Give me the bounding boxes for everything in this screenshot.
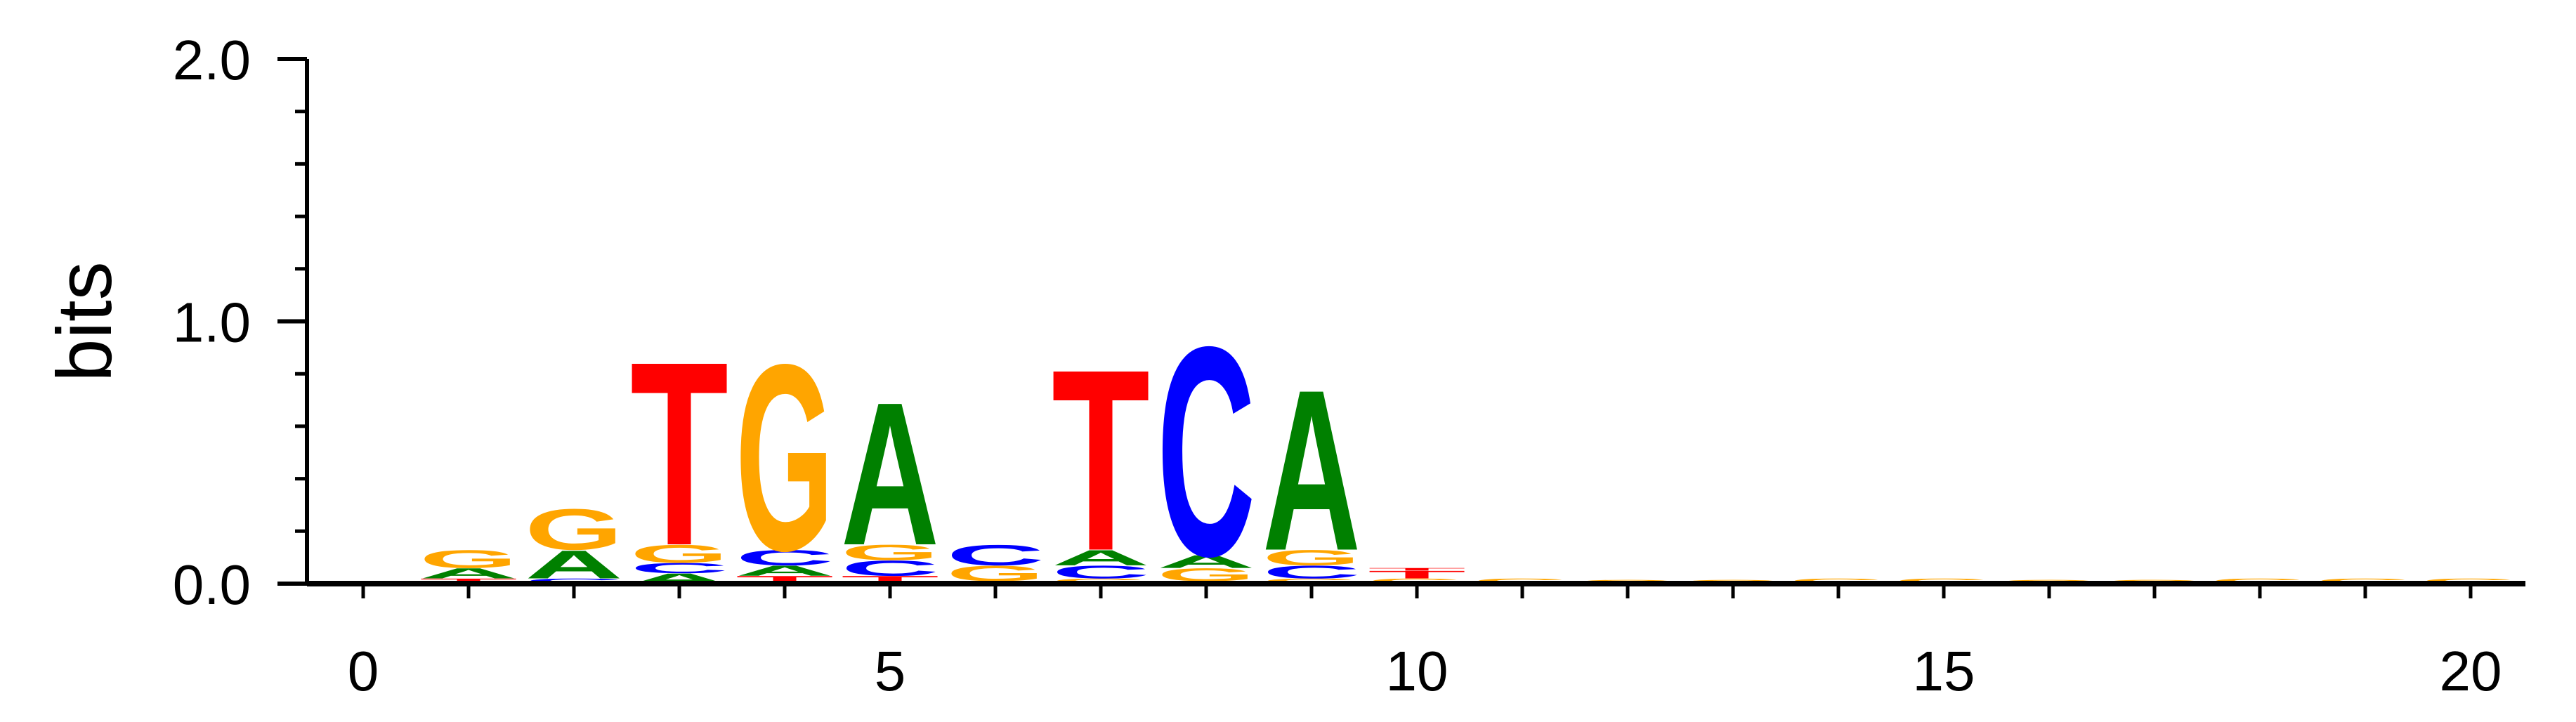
- x-ticks: 0 5 10 15 20: [348, 586, 2502, 702]
- logo-letter-g: G: [419, 545, 518, 574]
- logo-letter-a: A: [525, 542, 623, 586]
- logo-letter-c: C: [1262, 562, 1361, 582]
- logo-letter-c: C: [1052, 562, 1150, 582]
- axes: 0.0 1.0 2.0 0 5 10 15 20: [173, 29, 2525, 702]
- letter-stacks: TAGCAGACGTTACGTCGATGCGCATTGACGCGAGTTGGGG…: [419, 285, 2520, 619]
- y-axis-title: bits: [41, 261, 128, 381]
- logo-letter-a: A: [841, 360, 939, 589]
- logo-letter-g: G: [525, 497, 623, 562]
- logo-letter-g: G: [735, 309, 834, 606]
- y-ticks: 0.0 1.0 2.0: [173, 29, 307, 616]
- logo-letter-t: T: [630, 306, 728, 600]
- y-tick-label: 2.0: [173, 29, 251, 91]
- logo-letter-c: C: [841, 556, 939, 581]
- logo-letter-c: C: [1157, 285, 1255, 619]
- x-tick-label: 0: [348, 640, 379, 702]
- logo-letter-a: A: [735, 563, 834, 579]
- logo-letter-c: C: [630, 560, 728, 576]
- logo-letter-a: A: [419, 565, 518, 582]
- logo-letter-g: G: [1262, 546, 1361, 570]
- logo-letter-a: A: [1052, 546, 1150, 570]
- y-tick-label: 0.0: [173, 553, 251, 616]
- x-tick-label: 20: [2440, 640, 2502, 702]
- logo-letter-g: G: [841, 540, 939, 565]
- logo-letter-t: T: [1052, 316, 1150, 605]
- y-tick-label: 1.0: [173, 291, 251, 354]
- logo-letter-a: A: [1157, 551, 1255, 572]
- logo-letter-t: T: [1368, 569, 1466, 581]
- logo-letter-c: C: [946, 539, 1045, 571]
- logo-letter-g: G: [630, 539, 728, 568]
- x-tick-label: 10: [1386, 640, 1449, 702]
- logo-letter-c: C: [735, 546, 834, 570]
- logo-letter-a: A: [1262, 342, 1361, 598]
- x-tick-label: 5: [875, 640, 906, 702]
- x-tick-label: 15: [1913, 640, 1975, 702]
- logo-letter-t: T: [1368, 567, 1466, 572]
